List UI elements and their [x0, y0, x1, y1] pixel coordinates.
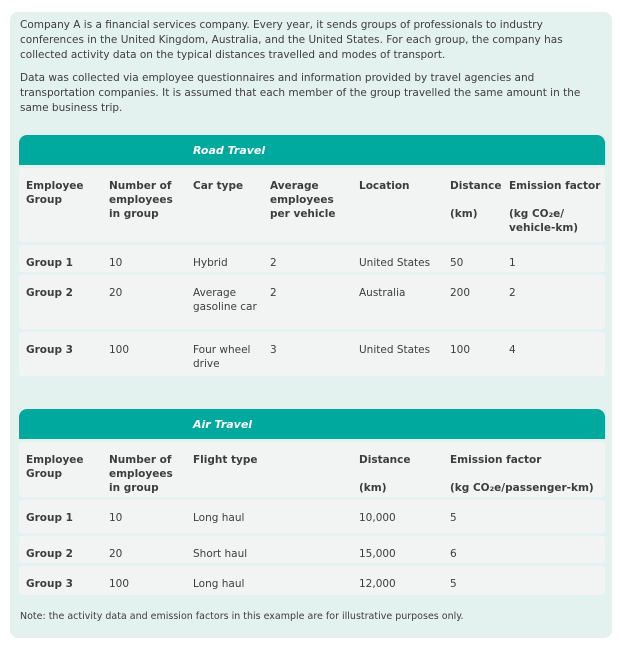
column-header: Emission factor (kg CO₂e/ vehicle-km): [509, 180, 601, 234]
table-cell: 2: [509, 287, 516, 299]
table-cell: 5: [450, 512, 457, 524]
table-cell: 20: [109, 287, 123, 299]
table-cell: 15,000: [359, 548, 396, 560]
table-cell: Group 3: [26, 344, 73, 356]
table-cell: 100: [109, 578, 130, 590]
column-header: Average employees per vehicle: [270, 180, 336, 220]
intro-paragraph: Data was collected via employee question…: [20, 72, 581, 114]
header-row: Employee Group Number of employees in gro…: [19, 168, 605, 242]
table-row: Group 3 100 Long haul 12,000 5: [19, 566, 605, 595]
table-row: Group 3 100 Four wheel drive 3 United States…: [19, 332, 605, 376]
table-cell: 2: [270, 257, 277, 269]
table-row: Group 2 20 Average gasoline car 2 Australia 2…: [19, 275, 605, 329]
table-cell: 200: [450, 287, 471, 299]
column-header: Distance (km): [450, 180, 502, 220]
table-title-bar: Air Travel: [19, 409, 605, 439]
column-header: Number of employees in group: [109, 454, 173, 494]
note: Note: the activity data and emission fac…: [20, 611, 464, 622]
table-row: Group 1 10 Long haul 10,000 5: [19, 500, 605, 533]
column-header: Employee Group: [26, 180, 84, 206]
table-cell: Long haul: [193, 578, 245, 590]
table-cell: Long haul: [193, 512, 245, 524]
column-header: Flight type: [193, 454, 258, 466]
table-title-bar: Road Travel: [19, 135, 605, 165]
table-row: Group 2 20 Short haul 15,000 6: [19, 536, 605, 563]
column-header: Distance (km): [359, 454, 411, 494]
column-header: Emission factor (kg CO₂e/passenger-km): [450, 454, 594, 494]
road-travel-table: Road Travel Employee Group Number of empl…: [19, 135, 605, 376]
column-header: Location: [359, 180, 410, 192]
table-cell: 1: [509, 257, 516, 269]
table-cell: Hybrid: [193, 257, 228, 269]
table-cell: 10,000: [359, 512, 396, 524]
table-cell: 100: [450, 344, 471, 356]
table-cell: Group 2: [26, 287, 73, 299]
column-header: Employee Group: [26, 454, 84, 480]
table-cell: 10: [109, 512, 123, 524]
table-cell: 6: [450, 548, 457, 560]
table-cell: 50: [450, 257, 464, 269]
column-header: Car type: [193, 180, 244, 192]
intro-text: Company A is a financial services compan…: [20, 18, 610, 124]
table-cell: Group 1: [26, 257, 73, 269]
table-cell: Four wheel drive: [193, 344, 251, 370]
table-cell: 100: [109, 344, 130, 356]
table-cell: Australia: [359, 287, 406, 299]
table-cell: 10: [109, 257, 123, 269]
header-row: Employee Group Number of employees in gro…: [19, 442, 605, 497]
table-cell: United States: [359, 344, 431, 356]
air-travel-table: Air Travel Employee Group Number of emplo…: [19, 409, 605, 595]
table-cell: 5: [450, 578, 457, 590]
table-cell: 20: [109, 548, 123, 560]
table-cell: Group 2: [26, 548, 73, 560]
table-title: Air Travel: [193, 418, 253, 431]
column-header: Number of employees in group: [109, 180, 173, 220]
table-cell: 12,000: [359, 578, 396, 590]
intro-paragraph: Company A is a financial services compan…: [20, 19, 563, 61]
table-row: Group 1 10 Hybrid 2 United States 50 1: [19, 245, 605, 272]
table-cell: 4: [509, 344, 516, 356]
table-cell: Short haul: [193, 548, 248, 560]
table-title: Road Travel: [193, 144, 266, 157]
table-cell: Group 3: [26, 578, 73, 590]
table-cell: United States: [359, 257, 431, 269]
table-cell: Average gasoline car: [193, 287, 257, 313]
table-cell: Group 1: [26, 512, 73, 524]
table-cell: 2: [270, 287, 277, 299]
table-cell: 3: [270, 344, 277, 356]
